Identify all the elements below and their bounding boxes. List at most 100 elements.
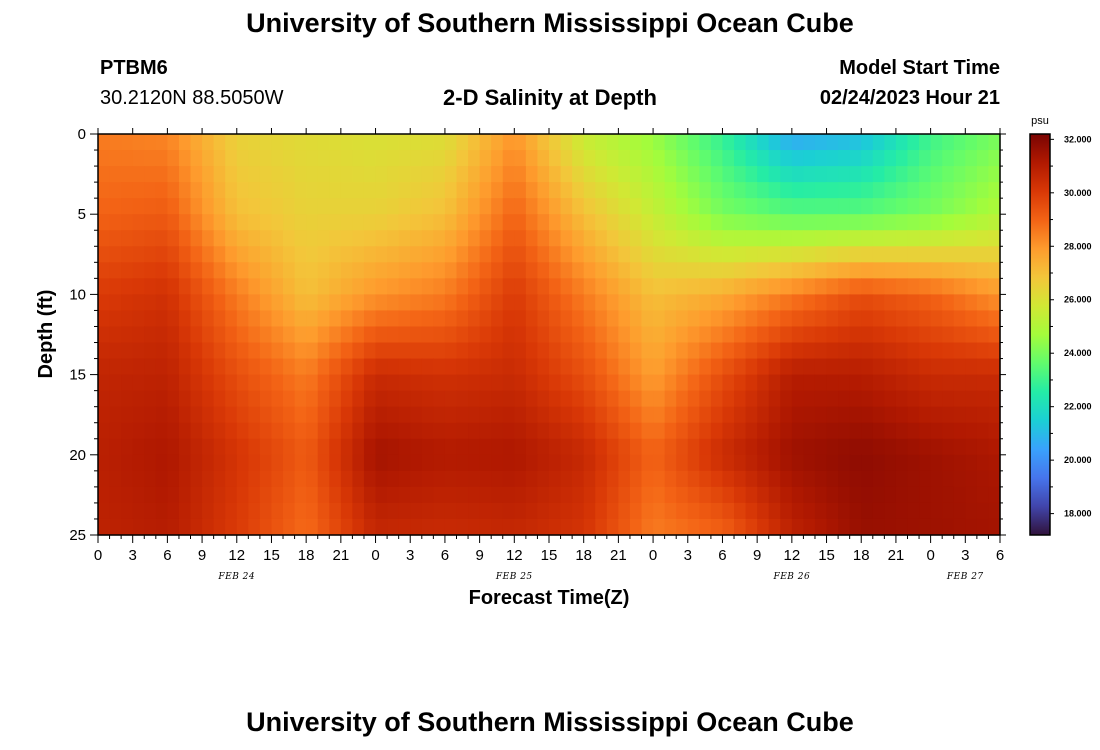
heatmap-cell bbox=[549, 134, 562, 151]
heatmap-cell bbox=[502, 230, 515, 247]
station-coords: 30.2120N 88.5050W bbox=[100, 87, 284, 109]
heatmap-cell bbox=[953, 246, 966, 263]
heatmap-cell bbox=[583, 374, 596, 392]
heatmap-cell bbox=[722, 198, 735, 215]
heatmap-cell bbox=[352, 134, 365, 151]
heatmap-cell bbox=[803, 502, 816, 520]
heatmap-cell bbox=[121, 150, 134, 167]
heatmap-cell bbox=[433, 278, 446, 295]
heatmap-cell bbox=[155, 374, 168, 392]
heatmap-cell bbox=[525, 166, 539, 183]
heatmap-cell bbox=[919, 342, 932, 360]
heatmap-cell bbox=[745, 518, 758, 536]
heatmap-cell bbox=[109, 406, 122, 424]
heatmap-cell bbox=[352, 294, 365, 312]
heatmap-cell bbox=[398, 310, 411, 328]
heatmap-cell bbox=[768, 294, 781, 312]
heatmap-cell bbox=[98, 486, 111, 504]
heatmap-cell bbox=[410, 182, 423, 199]
heatmap-cell bbox=[953, 214, 966, 231]
heatmap-cell bbox=[872, 358, 885, 376]
heatmap-cell bbox=[317, 214, 330, 231]
heatmap-cell bbox=[676, 166, 689, 183]
heatmap-cell bbox=[907, 278, 920, 295]
heatmap-cell bbox=[387, 182, 400, 199]
heatmap-cell bbox=[803, 134, 816, 151]
heatmap-cell bbox=[236, 310, 249, 328]
heatmap-cell bbox=[144, 374, 157, 392]
heatmap-cell bbox=[699, 294, 712, 312]
heatmap-cell bbox=[340, 486, 354, 504]
heatmap-cell bbox=[387, 326, 400, 344]
heatmap-cell bbox=[398, 502, 411, 520]
heatmap-cell bbox=[965, 406, 978, 424]
heatmap-cell bbox=[965, 310, 978, 328]
heatmap-cell bbox=[699, 230, 712, 247]
heatmap-cell bbox=[919, 486, 932, 504]
heatmap-cell bbox=[953, 422, 966, 440]
heatmap-cell bbox=[236, 486, 249, 504]
heatmap-cell bbox=[155, 310, 168, 328]
heatmap-cell bbox=[803, 454, 816, 472]
heatmap-cell bbox=[930, 518, 943, 536]
heatmap-cell bbox=[734, 182, 747, 199]
x-tick-label: 6 bbox=[996, 547, 1004, 564]
heatmap-cell bbox=[861, 278, 874, 295]
heatmap-cell bbox=[155, 214, 168, 231]
heatmap-cell bbox=[514, 502, 527, 520]
heatmap-cell bbox=[502, 278, 515, 295]
heatmap-cell bbox=[664, 182, 677, 199]
heatmap-cell bbox=[664, 294, 677, 312]
heatmap-cell bbox=[780, 406, 793, 424]
heatmap-cell bbox=[259, 150, 273, 167]
heatmap-cell bbox=[907, 262, 920, 279]
heatmap-cell bbox=[895, 486, 909, 504]
heatmap-cell bbox=[456, 182, 469, 199]
heatmap-cell bbox=[919, 262, 932, 279]
heatmap-cell bbox=[444, 326, 458, 344]
heatmap-cell bbox=[202, 486, 215, 504]
heatmap-cell bbox=[190, 198, 203, 215]
heatmap-cell bbox=[687, 470, 700, 488]
heatmap-cell bbox=[155, 134, 168, 151]
heatmap-cell bbox=[190, 310, 203, 328]
heatmap-cell bbox=[525, 422, 539, 440]
heatmap-cell bbox=[294, 518, 307, 536]
heatmap-cell bbox=[803, 230, 816, 247]
heatmap-cell bbox=[537, 358, 550, 376]
heatmap-cell bbox=[98, 182, 111, 199]
heatmap-cell bbox=[375, 198, 388, 215]
heatmap-cell bbox=[283, 214, 296, 231]
heatmap-cell bbox=[930, 358, 943, 376]
heatmap-cell bbox=[468, 182, 481, 199]
heatmap-cell bbox=[872, 262, 885, 279]
heatmap-cell bbox=[248, 134, 261, 151]
heatmap-cell bbox=[468, 134, 481, 151]
heatmap-cell bbox=[317, 246, 330, 263]
heatmap-cell bbox=[895, 422, 909, 440]
heatmap-cell bbox=[236, 406, 249, 424]
heatmap-cell bbox=[849, 358, 862, 376]
heatmap-cell bbox=[965, 486, 978, 504]
heatmap-cell bbox=[942, 454, 955, 472]
heatmap-cell bbox=[780, 342, 793, 360]
heatmap-cell bbox=[190, 390, 203, 408]
heatmap-cell bbox=[907, 454, 920, 472]
heatmap-cell bbox=[687, 246, 700, 263]
heatmap-cell bbox=[595, 166, 608, 183]
heatmap-cell bbox=[641, 438, 654, 456]
heatmap-cell bbox=[294, 390, 307, 408]
heatmap-cell bbox=[838, 134, 851, 151]
heatmap-cell bbox=[155, 150, 168, 167]
heatmap-cell bbox=[178, 310, 192, 328]
heatmap-cell bbox=[363, 486, 377, 504]
heatmap-cell bbox=[572, 134, 585, 151]
heatmap-cell bbox=[479, 310, 492, 328]
heatmap-cell bbox=[236, 182, 249, 199]
heatmap-cell bbox=[236, 342, 249, 360]
heatmap-cell bbox=[491, 406, 504, 424]
heatmap-cell bbox=[803, 374, 816, 392]
heatmap-cell bbox=[306, 406, 319, 424]
heatmap-cell bbox=[525, 390, 539, 408]
heatmap-cell bbox=[468, 294, 481, 312]
